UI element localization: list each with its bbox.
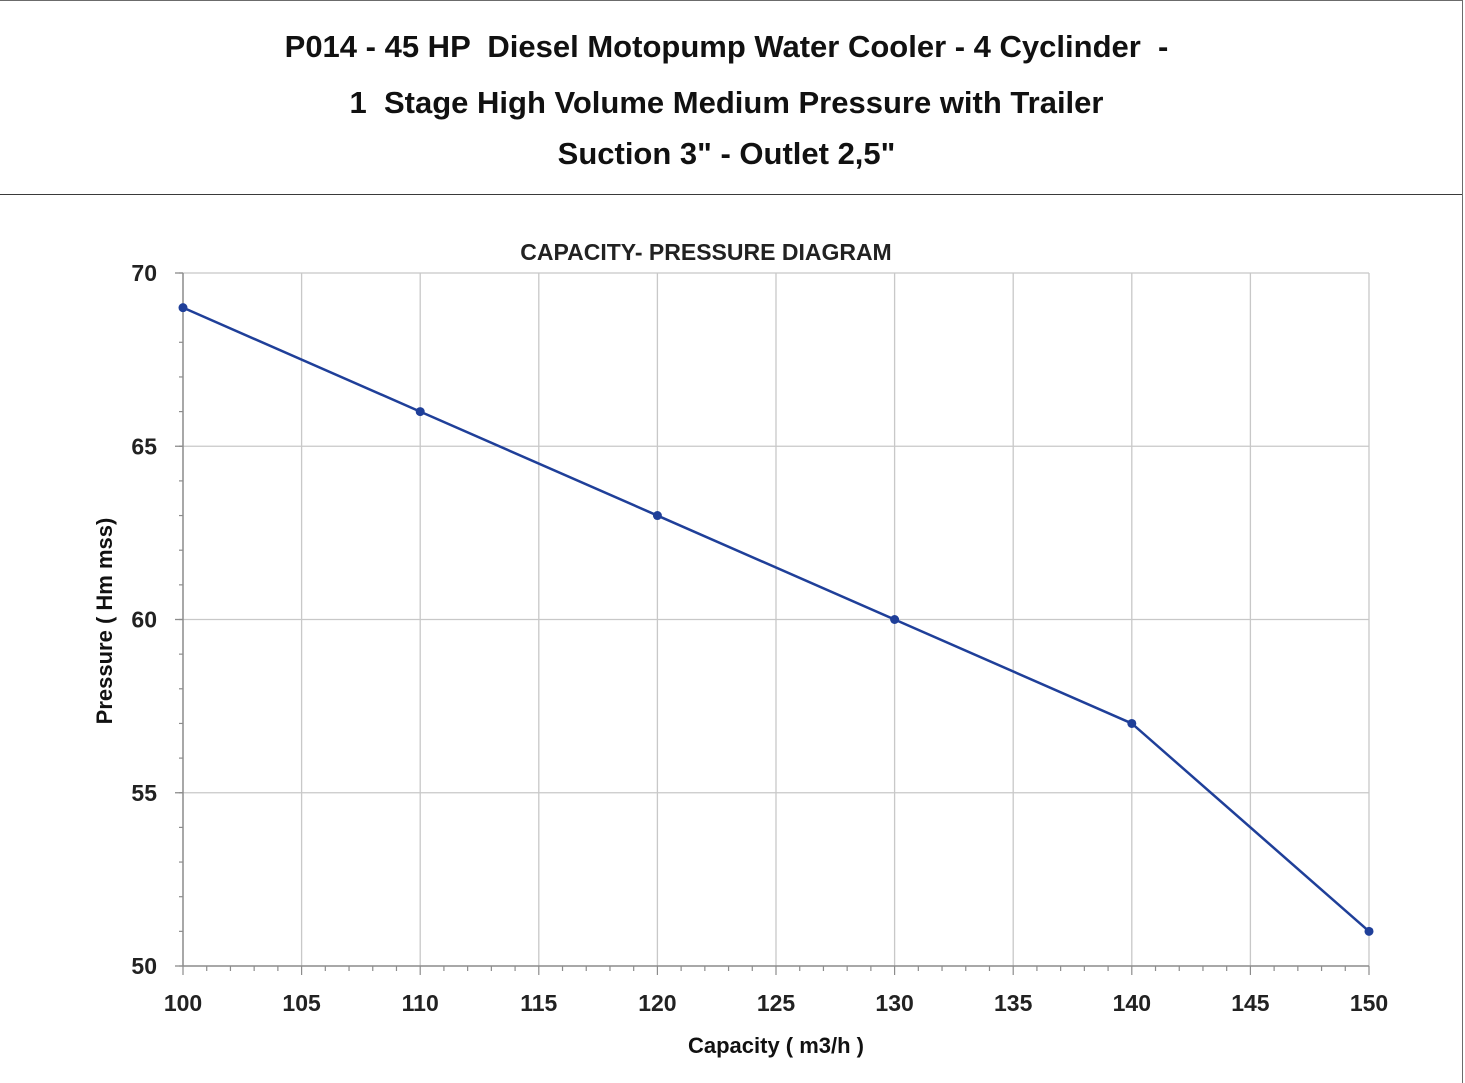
x-tick-label: 135	[994, 990, 1033, 1016]
x-tick-label: 145	[1231, 990, 1270, 1016]
x-tick-labels: 100 105 110 115 120 125 130 135 140 145 150	[164, 990, 1388, 1016]
x-tick-label: 140	[1113, 990, 1151, 1016]
y-tick-labels: 50 55 60 65 70	[131, 260, 157, 979]
right-border	[1462, 0, 1463, 1083]
header-title-line-3: Suction 3" - Outlet 2,5"	[557, 136, 896, 171]
x-axis-label: Capacity ( m3/h )	[688, 1033, 864, 1058]
x-tick-label: 150	[1350, 990, 1388, 1016]
data-point	[1127, 718, 1137, 728]
y-tick-label: 70	[131, 260, 157, 286]
x-tick-label: 105	[282, 990, 321, 1016]
series-line	[182, 306, 1370, 933]
axes	[175, 272, 1370, 975]
data-point	[415, 407, 425, 417]
header-title-line-1: P014 - 45 HP Diesel Motopump Water Coole…	[284, 29, 1169, 64]
series	[178, 303, 1374, 936]
y-tick-label: 50	[131, 953, 157, 979]
x-tick-label: 115	[520, 990, 557, 1016]
y-tick-label: 60	[131, 607, 157, 633]
y-tick-label: 65	[131, 433, 157, 459]
chart-title: CAPACITY- PRESSURE DIAGRAM	[520, 239, 891, 265]
x-tick-label: 100	[164, 990, 202, 1016]
y-tick-label: 55	[131, 780, 157, 806]
x-tick-label: 130	[875, 990, 913, 1016]
grid	[183, 272, 1370, 966]
chart-area: CAPACITY- PRESSURE DIAGRAM 100 105 110 115 1…	[92, 239, 1388, 1058]
data-point	[1364, 926, 1374, 936]
header-title-line-2: 1 Stage High Volume Medium Pressure with…	[349, 85, 1104, 120]
data-point	[652, 511, 662, 521]
x-tick-label: 110	[402, 990, 439, 1016]
data-point	[890, 615, 900, 624]
x-tick-label: 120	[638, 990, 676, 1016]
chart-header: P014 - 45 HP Diesel Motopump Water Coole…	[0, 0, 1463, 195]
data-point	[178, 303, 188, 313]
x-tick-label: 125	[757, 990, 796, 1016]
y-axis-label: Pressure ( Hm mss)	[92, 518, 117, 725]
